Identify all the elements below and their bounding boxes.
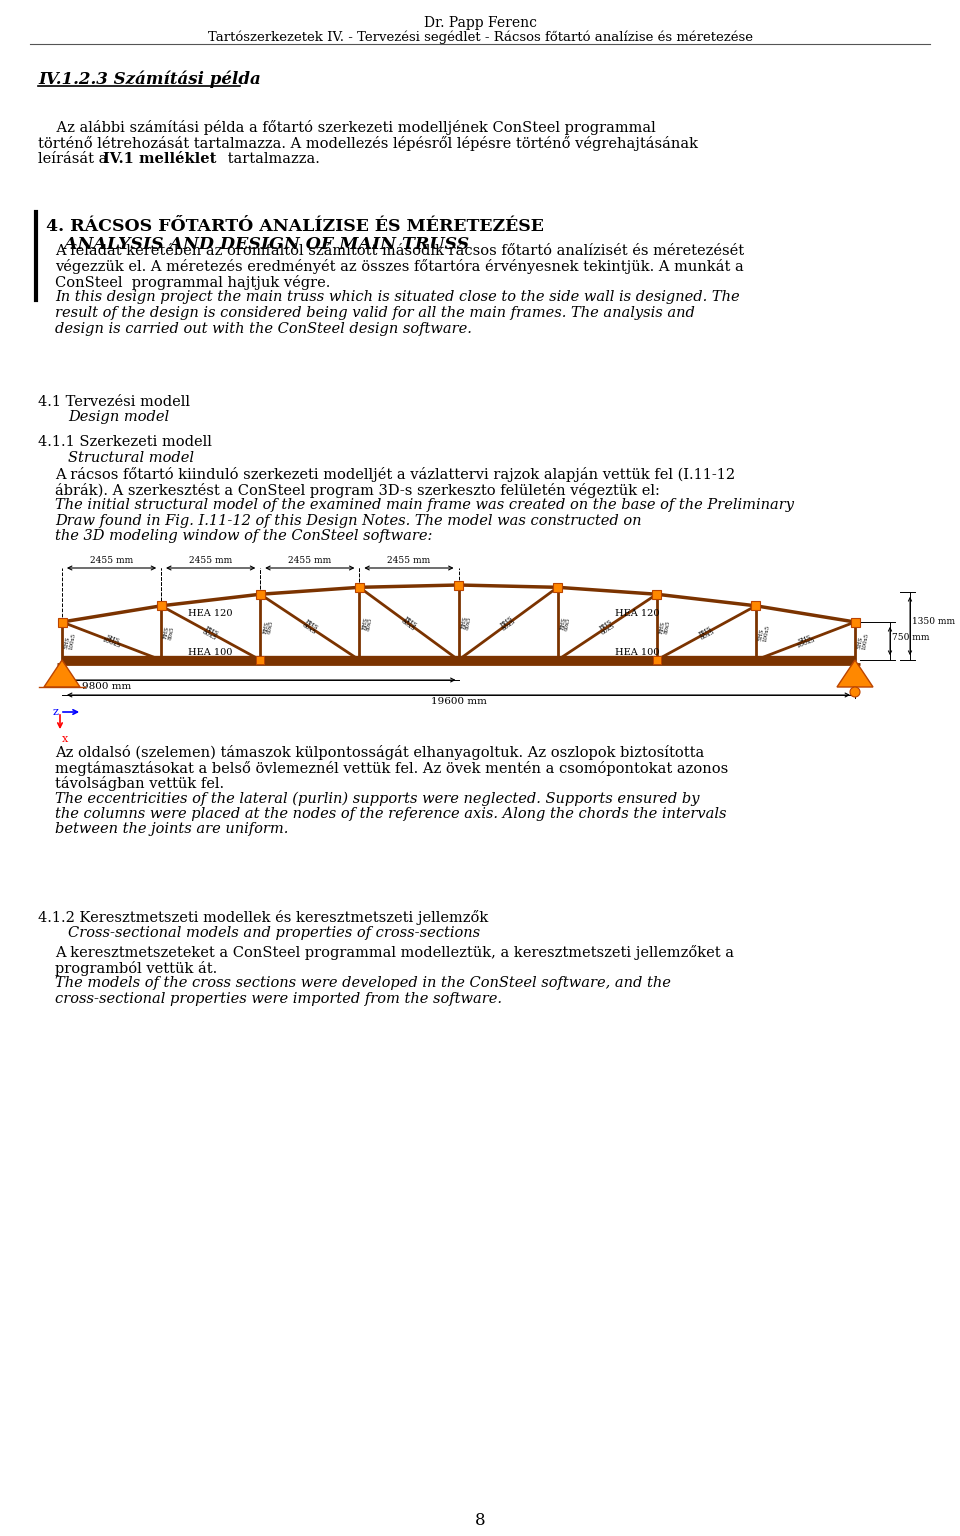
Text: Structural model: Structural model (68, 450, 194, 464)
Bar (653, 656, 660, 664)
Text: 19600 mm: 19600 mm (431, 697, 487, 707)
Text: RHS
60x5: RHS 60x5 (560, 616, 571, 631)
Text: végezzük el. A méretezés eredményét az összes főtartóra érvényesnek tekintjük. A: végezzük el. A méretezés eredményét az ö… (55, 260, 744, 275)
Text: RHS
60x5: RHS 60x5 (262, 619, 274, 634)
Text: IV.1.2.3 Számítási példa: IV.1.2.3 Számítási példa (38, 71, 261, 88)
Text: Draw found in Fig. I.11-12 of this Design Notes. The model was constructed on: Draw found in Fig. I.11-12 of this Desig… (55, 513, 641, 527)
Text: SHS
100x5: SHS 100x5 (857, 631, 870, 650)
Text: ConSteel  programmal hajtjuk végre.: ConSteel programmal hajtjuk végre. (55, 275, 330, 290)
Text: 9800 mm: 9800 mm (82, 682, 132, 691)
Text: IV.1 melléklet: IV.1 melléklet (103, 152, 216, 166)
Bar (454, 581, 463, 590)
Text: The initial structural model of the examined main frame was created on the base : The initial structural model of the exam… (55, 498, 794, 511)
Text: Tartószerkezetek IV. - Tervezési segédlet - Rácsos főtartó analízise és méretezé: Tartószerkezetek IV. - Tervezési segédle… (207, 31, 753, 43)
Text: RHS
80x5: RHS 80x5 (202, 625, 220, 641)
Text: 4. RÁCSOS FŐTARTÓ ANALÍZISE ÉS MÉRETEZÉSE: 4. RÁCSOS FŐTARTÓ ANALÍZISE ÉS MÉRETEZÉS… (46, 218, 544, 235)
Text: 4.1.1 Szerkezeti modell: 4.1.1 Szerkezeti modell (38, 435, 212, 449)
Text: HEA 120: HEA 120 (188, 608, 233, 617)
Text: SHS
100x5: SHS 100x5 (101, 633, 123, 650)
Text: Cross-sectional models and properties of cross-sections: Cross-sectional models and properties of… (68, 926, 480, 940)
Text: The eccentricities of the lateral (purlin) supports were neglected. Supports ens: The eccentricities of the lateral (purli… (55, 791, 700, 806)
Bar (553, 582, 563, 591)
Text: 8: 8 (474, 1511, 486, 1528)
Bar (752, 601, 760, 610)
Bar (355, 582, 364, 591)
Text: 750 mm: 750 mm (892, 633, 929, 642)
Text: 2455 mm: 2455 mm (288, 556, 331, 565)
Text: design is carried out with the ConSteel design software.: design is carried out with the ConSteel … (55, 321, 472, 335)
Text: távolságban vettük fel.: távolságban vettük fel. (55, 776, 224, 791)
Text: Az oldalsó (szelemen) támaszok külpontosságát elhanyagoltuk. Az oszlopok biztosí: Az oldalsó (szelemen) támaszok külpontos… (55, 745, 705, 760)
Text: SHS
100x5: SHS 100x5 (757, 624, 770, 642)
Text: HEA 100: HEA 100 (614, 648, 660, 657)
Text: RHS
80x5: RHS 80x5 (461, 614, 472, 630)
Text: tartalmazza.: tartalmazza. (223, 152, 320, 166)
Text: RHS
80x5: RHS 80x5 (499, 614, 517, 633)
Polygon shape (44, 660, 80, 687)
Text: RHS
80x5: RHS 80x5 (163, 625, 175, 641)
Text: z: z (52, 707, 58, 717)
Text: the columns were placed at the nodes of the reference axis. Along the chords the: the columns were placed at the nodes of … (55, 806, 727, 822)
Text: Design model: Design model (68, 410, 169, 424)
Text: the 3D modeling window of the ConSteel software:: the 3D modeling window of the ConSteel s… (55, 528, 432, 544)
Text: RHS
80x5: RHS 80x5 (361, 616, 373, 631)
Text: A feladat keretében az oromfaltól számított második rácsos főtartó analízisét és: A feladat keretében az oromfaltól számít… (55, 244, 744, 258)
Bar (58, 617, 66, 627)
Text: programból vettük át.: programból vettük át. (55, 960, 217, 975)
Text: result of the design is considered being valid for all the main frames. The anal: result of the design is considered being… (55, 306, 695, 319)
Text: SHS
100x5: SHS 100x5 (795, 633, 816, 650)
Text: 4.1 Tervezési modell: 4.1 Tervezési modell (38, 395, 190, 409)
Bar (851, 617, 859, 627)
Text: between the joints are uniform.: between the joints are uniform. (55, 822, 288, 837)
Text: 4.1.2 Keresztmetszeti modellek és keresztmetszeti jellemzők: 4.1.2 Keresztmetszeti modellek és keresz… (38, 909, 489, 925)
Text: Dr. Papp Ferenc: Dr. Papp Ferenc (423, 15, 537, 31)
Text: The models of the cross sections were developed in the ConSteel software, and th: The models of the cross sections were de… (55, 975, 671, 991)
Text: Az alábbi számítási példa a főtartó szerkezeti modelljének ConSteel programmal: Az alábbi számítási példa a főtartó szer… (38, 120, 656, 135)
Text: A rácsos főtartó kiinduló szerkezeti modelljét a vázlattervi rajzok alapján vett: A rácsos főtartó kiinduló szerkezeti mod… (55, 467, 735, 482)
Bar (255, 590, 265, 599)
Text: RHS
80x5: RHS 80x5 (399, 614, 419, 633)
Bar (256, 656, 264, 664)
Text: A keresztmetszeteket a ConSteel programmal modelleztük, a keresztmetszeti jellem: A keresztmetszeteket a ConSteel programm… (55, 945, 734, 960)
Text: ANALYSIS AND DESIGN OF MAIN TRUSS: ANALYSIS AND DESIGN OF MAIN TRUSS (46, 237, 469, 253)
Text: 2455 mm: 2455 mm (189, 556, 232, 565)
Text: ábrák). A szerkesztést a ConSteel program 3D-s szerkeszto felületén végeztük el:: ábrák). A szerkesztést a ConSteel progra… (55, 482, 660, 498)
Text: HEA 100: HEA 100 (188, 648, 233, 657)
Text: 1350 mm: 1350 mm (912, 617, 955, 627)
Text: 2455 mm: 2455 mm (90, 556, 133, 565)
Bar (652, 590, 661, 599)
Text: SHS
100x5: SHS 100x5 (64, 631, 77, 650)
Text: cross-sectional properties were imported from the software.: cross-sectional properties were imported… (55, 992, 502, 1006)
Text: RHS
80x5: RHS 80x5 (659, 619, 671, 634)
Text: HEA 120: HEA 120 (614, 608, 660, 617)
Text: RHS
60x5: RHS 60x5 (300, 619, 319, 636)
Bar (156, 601, 166, 610)
Text: RHS
80x5: RHS 80x5 (697, 625, 715, 641)
Text: megtámasztásokat a belső övlemeznél vettük fel. Az övek mentén a csomópontokat a: megtámasztásokat a belső övlemeznél vett… (55, 760, 729, 776)
Text: x: x (62, 734, 68, 743)
Polygon shape (837, 660, 873, 687)
Text: történő létrehozását tartalmazza. A modellezés lépésről lépésre történő végrehaj: történő létrehozását tartalmazza. A mode… (38, 137, 698, 151)
Text: 2455 mm: 2455 mm (387, 556, 431, 565)
Text: RHS
60x5: RHS 60x5 (598, 619, 616, 636)
Circle shape (850, 687, 860, 697)
Text: In this design project the main truss which is situated close to the side wall i: In this design project the main truss wh… (55, 290, 739, 304)
Text: leírását a: leírását a (38, 152, 112, 166)
